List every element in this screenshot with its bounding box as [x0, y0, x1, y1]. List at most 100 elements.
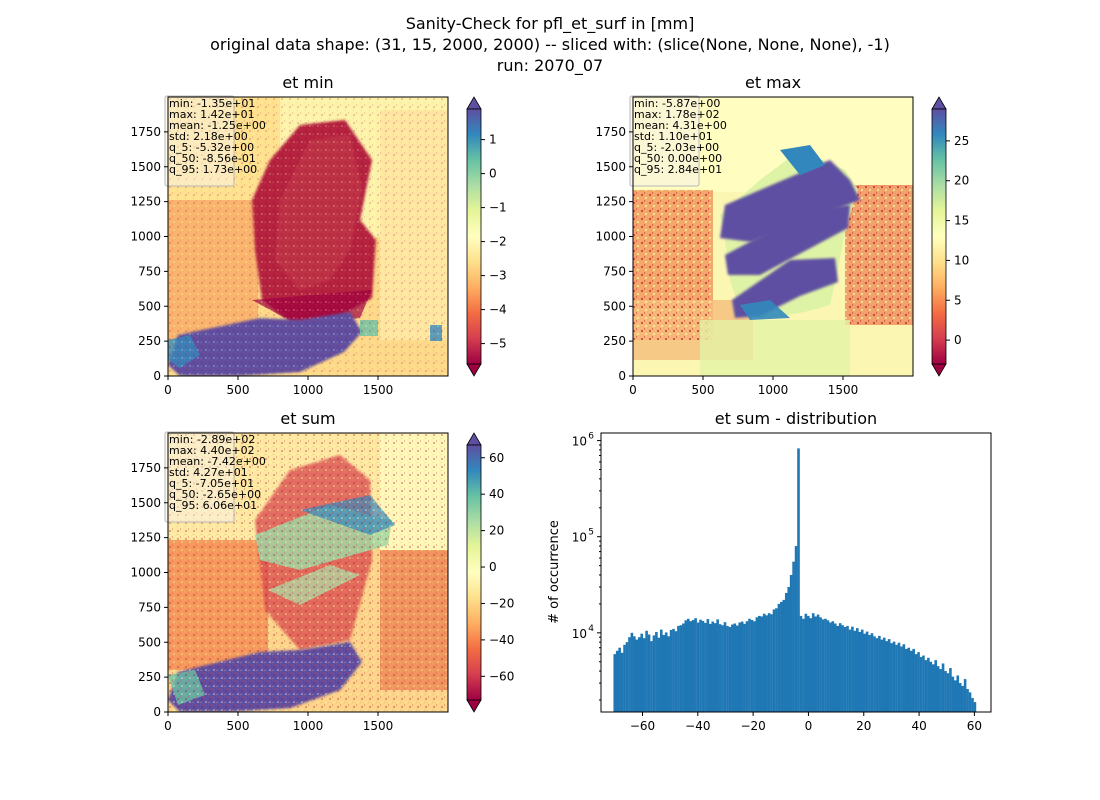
colorbar-extend-top — [466, 96, 482, 110]
colorbar-tick-label: −3 — [489, 269, 507, 283]
x-tick-label: 0 — [629, 383, 637, 397]
colorbar-extend-top — [931, 96, 947, 110]
colorbar-et-max: 0 5 10 15 20 25 — [931, 96, 969, 377]
histogram-bar — [640, 633, 643, 712]
x-tick-label: 1000 — [758, 383, 789, 397]
panel-title-et-min: et min — [282, 73, 333, 92]
colorbar-tick-label: 0 — [489, 560, 497, 574]
histogram-bar — [927, 657, 930, 712]
histogram-bar — [963, 679, 967, 712]
colorbar-tick-label: 20 — [489, 524, 504, 538]
histogram-bar — [875, 638, 879, 712]
colorbar-tick-label: 10 — [954, 253, 969, 267]
histogram-bar — [684, 620, 688, 712]
histogram-bar — [672, 628, 675, 712]
colorbar-tick-label: 40 — [489, 487, 504, 501]
colorbar-tick-label: 5 — [954, 293, 962, 307]
x-tick-label: 500 — [227, 383, 250, 397]
y-tick-label: 1500 — [130, 160, 161, 174]
y-tick-label: 500 — [603, 299, 626, 313]
histogram-bar — [792, 561, 795, 712]
histogram-bar — [922, 655, 925, 712]
histogram-bar — [723, 622, 727, 712]
histogram-bar — [709, 623, 712, 712]
histogram-bar — [770, 614, 773, 712]
colorbar-tick-label: 0 — [954, 333, 962, 347]
histogram-bar — [895, 644, 898, 712]
histogram-bar — [677, 625, 680, 712]
y-tick-label: 1750 — [130, 461, 161, 475]
y-tick-exponent: 4 — [588, 624, 594, 634]
histogram-bar — [856, 628, 859, 712]
x-tick-label: 500 — [227, 719, 250, 733]
panel-title-et-sum: et sum — [280, 409, 335, 428]
histogram-bar — [868, 634, 871, 712]
histogram-bar — [878, 635, 881, 712]
x-tick-label: 1500 — [363, 383, 394, 397]
y-tick-label: 1750 — [595, 125, 626, 139]
histogram-bar — [968, 692, 972, 712]
histogram-bar — [694, 618, 697, 712]
histogram-bar — [799, 615, 803, 712]
histogram-bar — [860, 629, 864, 712]
histogram-bar — [645, 630, 648, 712]
y-tick-label: 1250 — [130, 531, 161, 545]
histogram-bar — [936, 666, 940, 712]
histogram-bar — [625, 642, 629, 712]
histogram-bar — [853, 630, 857, 712]
x-tick-label: 1000 — [293, 719, 324, 733]
x-tick-label: 500 — [692, 383, 715, 397]
y-tick-label: 0 — [153, 369, 161, 383]
histogram-bar — [939, 669, 942, 712]
histogram-bar — [669, 629, 673, 712]
histogram-bar — [733, 623, 737, 712]
colorbar-et-min: −5 −4 −3 −2 −1 0 1 — [466, 96, 507, 377]
histogram-bar — [811, 613, 815, 712]
stat-line: q_50: 0.00e+00 — [634, 152, 722, 165]
x-tick-label: 40 — [911, 719, 926, 733]
stat-line: mean: 4.31e+00 — [634, 119, 727, 132]
histogram-bar — [870, 633, 874, 712]
stat-line: max: 1.78e+02 — [634, 108, 720, 121]
histogram-bar — [912, 648, 915, 712]
colorbar-tick-label: 1 — [489, 133, 497, 147]
x-tick-label: 0 — [805, 719, 813, 733]
histogram-bar — [917, 652, 920, 712]
histogram-bar — [900, 646, 903, 712]
colorbar-extend-bottom — [466, 363, 482, 377]
panel-title-distribution: et sum - distribution — [715, 409, 877, 428]
histogram-bar — [890, 643, 893, 712]
histogram-bar — [821, 619, 825, 712]
histogram-bar — [929, 661, 933, 712]
histogram-bar — [905, 648, 908, 712]
histogram-bar — [809, 618, 813, 712]
histogram-bar — [789, 574, 793, 712]
histogram-bar — [718, 624, 722, 712]
panel-et-min: et min min: -1.35e+01 max: 1.42e+01 mean… — [130, 73, 506, 397]
stat-line: min: -5.87e+00 — [634, 97, 720, 110]
y-axis-label: # of occurrence — [547, 520, 562, 624]
y-tick-label: 1000 — [130, 566, 161, 580]
suptitle-line-1: Sanity-Check for pfl_et_surf in [mm] — [406, 14, 695, 34]
panel-et-sum-distribution: et sum - distribution −60 −40 −20 0 20 40 60 10… — [547, 409, 992, 733]
histogram-bar — [794, 546, 798, 712]
stat-line: q_95: 1.73e+00 — [169, 163, 257, 176]
y-tick-label: 750 — [603, 264, 626, 278]
histogram-bar — [713, 623, 717, 712]
histogram-bar — [819, 617, 822, 712]
histogram-bar — [726, 625, 729, 712]
colorbar-gradient — [931, 108, 947, 365]
histogram-bar — [961, 685, 964, 712]
histogram-bar — [706, 619, 710, 712]
histogram-bar — [851, 626, 854, 712]
histogram-bar — [892, 641, 896, 712]
y-tick-label: 0 — [153, 705, 161, 719]
histogram-bar — [620, 652, 624, 712]
histogram-bar — [615, 650, 619, 712]
histogram-bar — [613, 654, 617, 712]
histogram-bar — [833, 623, 837, 712]
histogram-bar — [946, 673, 950, 712]
histogram-bar — [919, 657, 923, 712]
stat-line: std: 1.10e+01 — [634, 130, 713, 143]
histogram-bar — [924, 660, 928, 712]
